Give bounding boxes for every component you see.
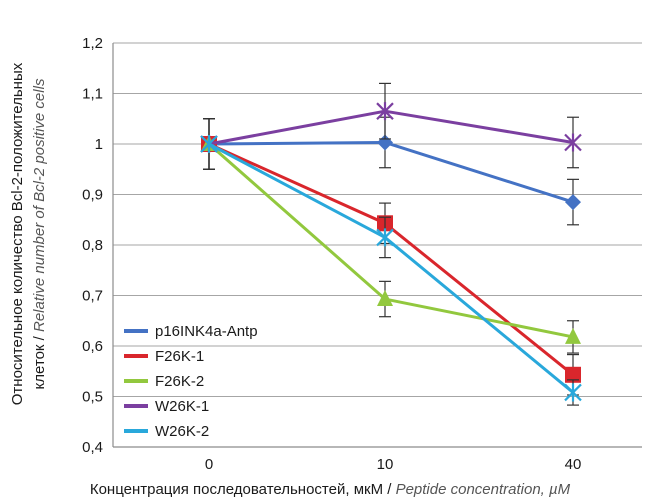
y-tick-label: 1,1	[82, 86, 103, 103]
legend-label: W26K-2	[155, 423, 209, 440]
series-f26k-2	[201, 118, 581, 354]
y-tick-label: 1	[95, 136, 103, 153]
y-axis-title-line2-italic: Relative number of Bcl-2 positive cells	[31, 78, 48, 332]
point-marker	[565, 366, 581, 383]
y-tick-label: 0,5	[82, 389, 103, 406]
series-w26k-1	[200, 82, 582, 170]
point-marker	[564, 383, 582, 402]
point-marker	[565, 327, 581, 344]
y-axis-title-line1: Относительное количество Bcl-2-положител…	[9, 62, 26, 405]
y-axis: 0,4 0,5 0,6 0,7 0,8 0,9 1 1,1 1,2	[82, 35, 114, 456]
y-tick-label: 1,2	[82, 35, 103, 52]
legend: p16INK4a-Antp F26K-1 F26K-2 W26K-1 W26K-2	[124, 323, 258, 440]
legend-label: p16INK4a-Antp	[155, 323, 258, 340]
legend-label: F26K-2	[155, 373, 204, 390]
y-tick-label: 0,6	[82, 338, 103, 355]
x-tick-label: 40	[565, 456, 582, 473]
x-tick-label: 10	[377, 456, 394, 473]
x-tick-label: 0	[205, 456, 213, 473]
point-marker	[376, 102, 394, 121]
point-marker	[376, 228, 394, 247]
x-axis-title: Концентрация последовательностей, мкМ / …	[90, 481, 571, 498]
series-group	[200, 82, 582, 406]
point-marker	[565, 194, 581, 211]
legend-label: F26K-1	[155, 348, 204, 365]
y-axis-title-line2-main: клеток /	[31, 332, 48, 389]
y-tick-label: 0,4	[82, 439, 103, 456]
point-marker	[200, 135, 218, 153]
series-w26k-2	[200, 118, 582, 406]
series-line	[208, 142, 574, 394]
series-line	[208, 142, 574, 376]
legend-label: W26K-1	[155, 398, 209, 415]
point-marker	[564, 133, 582, 152]
x-axis: 0 10 40	[205, 456, 582, 473]
y-tick-label: 0,7	[82, 288, 103, 305]
point-marker	[377, 290, 393, 307]
x-axis-title-italic: Peptide concentration, µM	[396, 481, 571, 498]
y-axis-title-line2: клеток / Relative number of Bcl-2 positi…	[31, 78, 48, 389]
y-tick-label: 0,8	[82, 237, 103, 254]
y-tick-label: 0,9	[82, 187, 103, 204]
x-axis-title-main: Концентрация последовательностей, мкМ /	[90, 481, 396, 498]
